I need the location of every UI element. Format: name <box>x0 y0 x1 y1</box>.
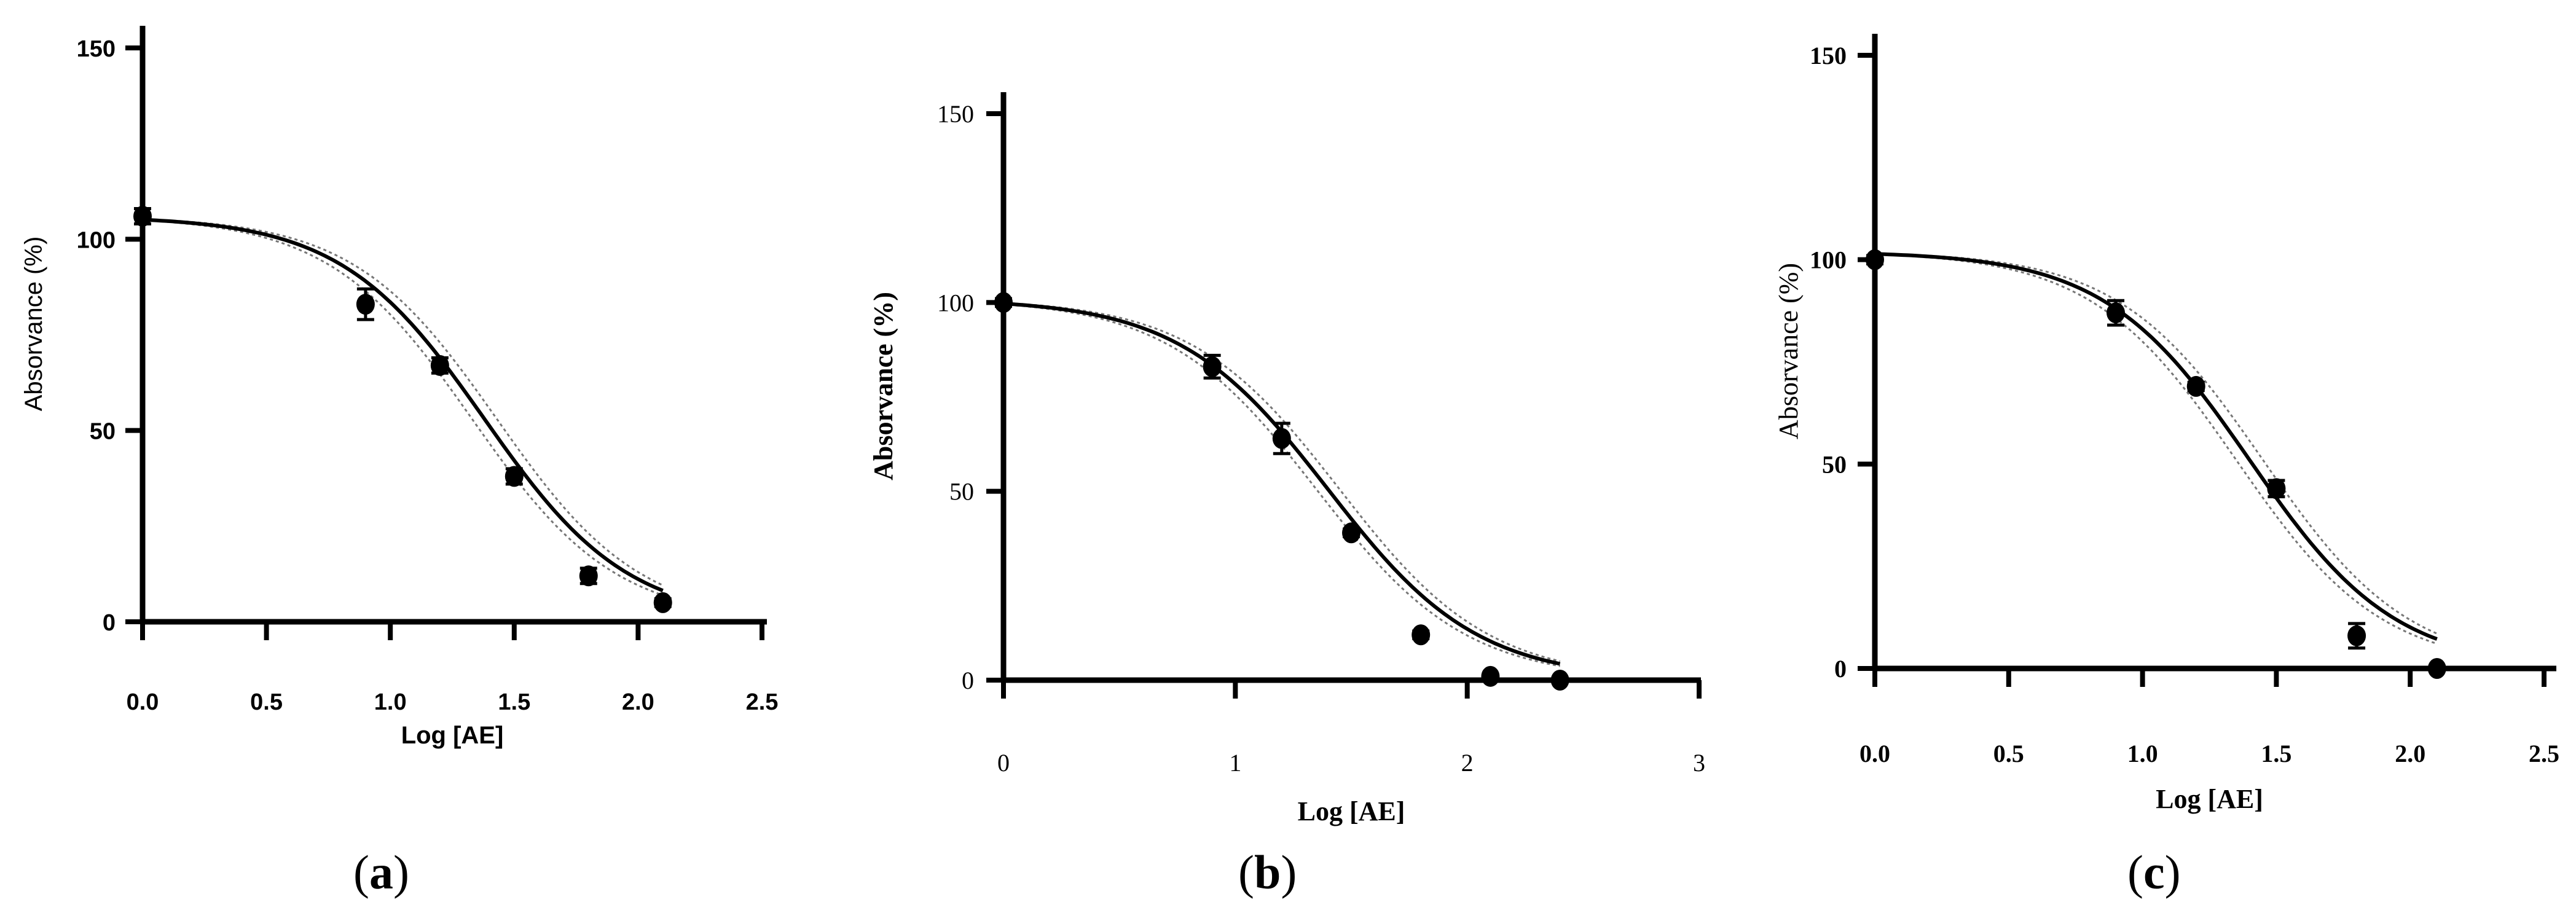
data-point <box>579 565 598 587</box>
y-tick-label: 100 <box>937 289 974 316</box>
x-axis-label: Log [AE] <box>401 722 504 749</box>
x-axis-label: Log [AE] <box>1298 796 1405 826</box>
x-axis-label: Log [AE] <box>2156 784 2263 814</box>
confidence-band-lower <box>1003 303 1560 667</box>
data-point <box>1203 356 1222 377</box>
x-tick-label: 1.0 <box>374 689 407 715</box>
data-point <box>2267 478 2286 500</box>
data-point <box>1272 428 1291 449</box>
x-tick-label: 0.5 <box>1993 740 2024 767</box>
data-point <box>2107 302 2126 324</box>
y-tick-label: 50 <box>90 419 116 445</box>
x-tick-label: 1.5 <box>498 689 530 715</box>
y-tick-label: 150 <box>77 36 116 62</box>
data-point <box>430 355 449 376</box>
x-tick-label: 2.0 <box>622 689 654 715</box>
y-tick-label: 100 <box>77 227 116 253</box>
y-axis-label: Absorvance (%) <box>20 237 47 412</box>
x-tick-label: 2.5 <box>2529 740 2559 767</box>
x-tick-label: 3 <box>1693 749 1705 777</box>
data-point <box>133 205 152 227</box>
y-tick-label: 150 <box>937 100 974 128</box>
chart-panel-c: 0 50 100 150 0.0 0.5 1.0 1.5 2.0 2.5 Log [AE] Absor… <box>1773 34 2559 814</box>
confidence-band-lower <box>142 219 664 597</box>
confidence-band-upper <box>1003 302 1560 662</box>
x-tick-label: 1 <box>1229 749 1241 777</box>
data-point <box>1550 670 1569 691</box>
x-tick-label: 1.5 <box>2261 740 2291 767</box>
x-tick-label: 1.0 <box>2127 740 2158 767</box>
x-tick-label: 2.5 <box>746 689 779 715</box>
y-tick-label: 0 <box>1834 655 1847 683</box>
x-tick-label: 0.5 <box>250 689 283 715</box>
x-tick-label: 2 <box>1461 749 1474 777</box>
y-axis-label: Absorvance (%) <box>1773 263 1804 439</box>
data-point <box>994 292 1013 313</box>
data-point <box>505 466 524 487</box>
fit-curve <box>1874 252 2438 641</box>
y-tick-label: 0 <box>962 667 974 694</box>
data-point <box>2347 625 2366 646</box>
fit-curve <box>142 217 664 593</box>
panel-label-b: (b) <box>1238 845 1297 899</box>
panel-label-a: (a) <box>353 845 409 899</box>
chart-panel-b: 0 50 100 150 0 1 2 3 Log [AE] Absorvance (%) <box>868 92 1705 826</box>
chart-panel-a: 0 50 100 150 0.0 0.5 1.0 1.5 2.0 2.5 Log [AE] Absor… <box>20 26 778 749</box>
y-tick-label: 150 <box>1810 42 1847 69</box>
y-tick-label: 50 <box>949 478 974 506</box>
confidence-band-upper <box>1874 253 2438 635</box>
data-point <box>653 592 672 613</box>
data-point <box>1481 665 1500 687</box>
y-tick-label: 0 <box>103 610 116 636</box>
data-point <box>1342 522 1361 544</box>
data-point <box>1412 624 1431 646</box>
data-point <box>2427 658 2446 679</box>
x-tick-label: 0.0 <box>1859 740 1890 767</box>
x-tick-label: 2.0 <box>2395 740 2425 767</box>
data-point <box>2186 375 2205 397</box>
x-tick-label: 0.0 <box>127 689 159 715</box>
y-axis-label: Absorvance (%) <box>868 292 898 480</box>
fit-curve <box>1003 302 1561 666</box>
confidence-band-upper <box>142 218 664 586</box>
y-tick-label: 100 <box>1810 246 1847 274</box>
y-tick-label: 50 <box>1822 450 1847 478</box>
data-point <box>1866 249 1884 270</box>
x-tick-label: 0 <box>997 749 1010 777</box>
data-point <box>356 294 375 315</box>
panel-label-c: (c) <box>2127 845 2181 899</box>
